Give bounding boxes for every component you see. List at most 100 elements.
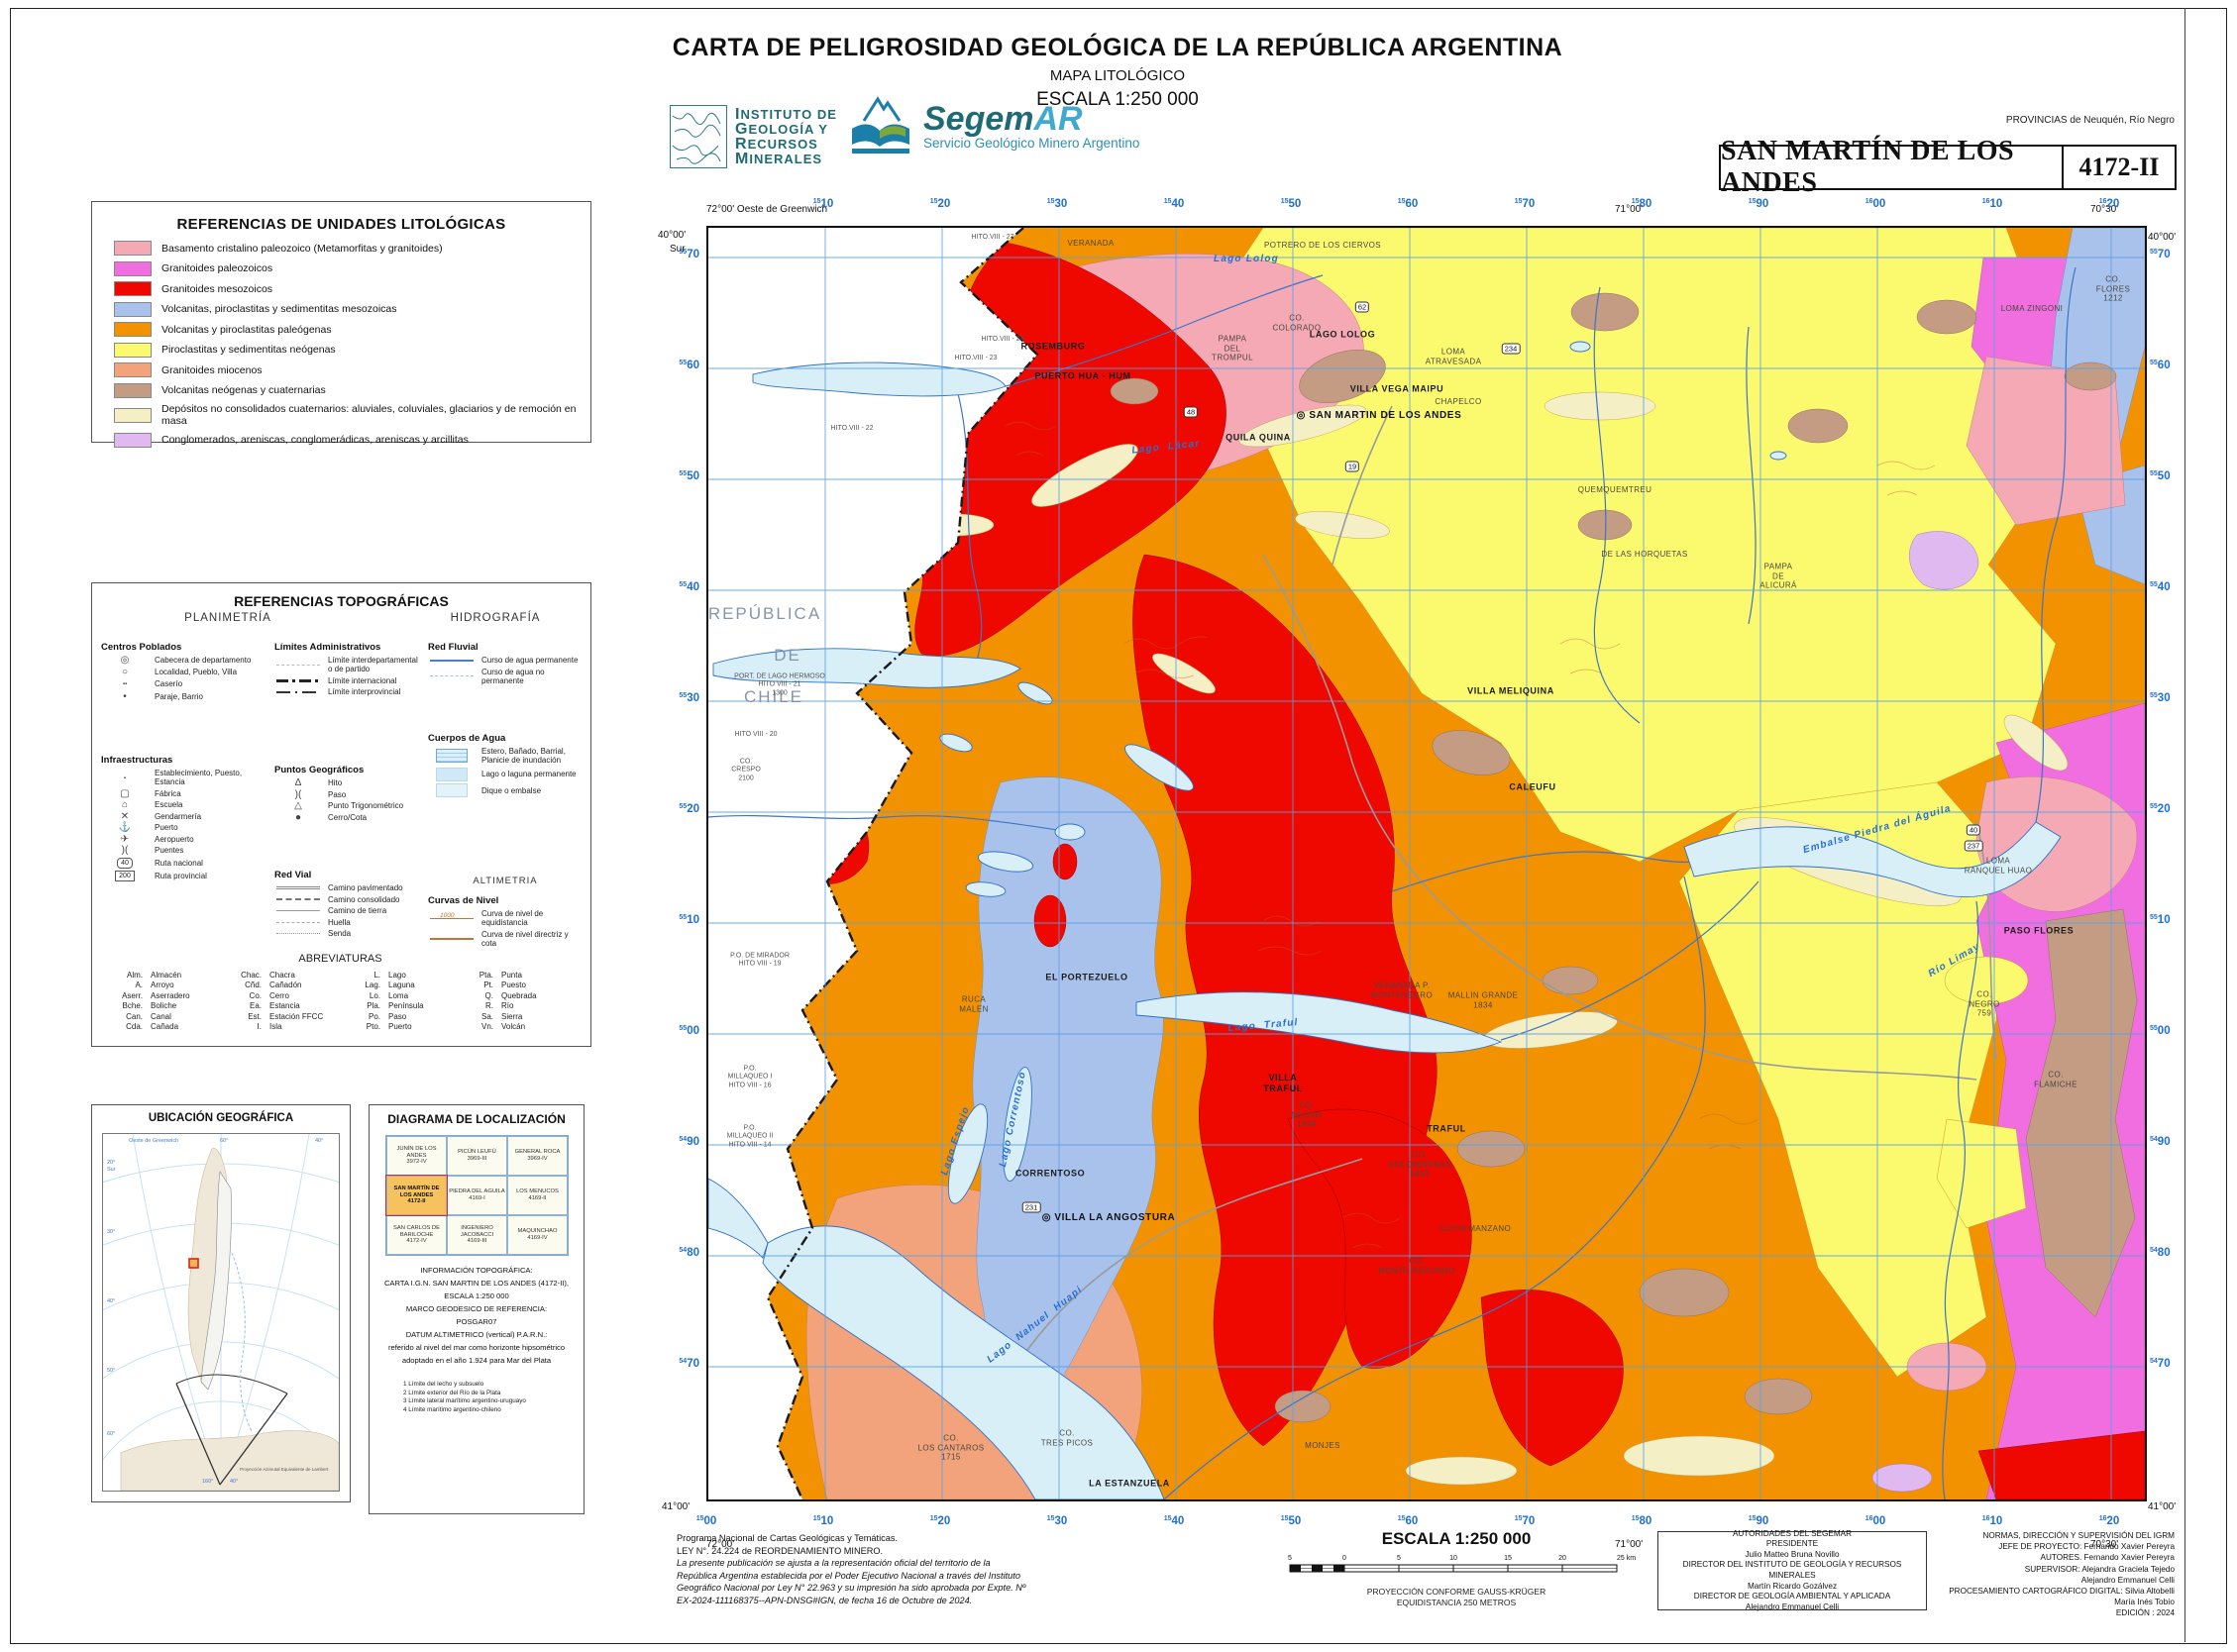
map-label-town: ◎ VILLA LA ANGOSTURA — [1041, 1212, 1176, 1223]
grid-tick-right: 5540 — [2150, 581, 2171, 593]
corner-bottom-left: 41°00' — [662, 1501, 691, 1512]
town-ring-icon: ◎ — [1296, 410, 1310, 421]
abbrev-row: Chac. Chacra — [230, 971, 347, 980]
program-line: Programa Nacional de Cartas Geológicas y… — [677, 1533, 898, 1543]
topo-item-label: Lago o laguna permanente — [481, 770, 577, 778]
abbrev-short: A. — [135, 981, 143, 989]
sheet-cell: LOS MENUCOS 4169-II — [507, 1176, 568, 1215]
footnote-line: 3 Límite lateral marítimo argentino-urug… — [403, 1397, 526, 1404]
grid-tick-top: 1620 — [2098, 198, 2120, 210]
ruta_prov-symbol: 200 — [101, 871, 149, 881]
map-label-water: Lago Nahuel Huapi — [985, 1284, 1085, 1366]
segemar-wordmark: SegemAR — [923, 99, 1083, 138]
abbrev-col-1: Alm. Almacén A. Arroyo Aserr. Aserradero Bche.… — [111, 969, 228, 1033]
map-label-water: Lago Traful — [1226, 1016, 1300, 1035]
grid-tick-left: 5470 — [679, 1358, 699, 1370]
grid-tick-left: 5570 — [679, 249, 699, 260]
abbrev-full: Puesto — [501, 981, 526, 989]
map-label-town: QUILA QUINA — [1225, 432, 1291, 443]
map-label: HITO VIII - 20 — [734, 730, 778, 738]
topo-item-label: Límite interdepartamental o de partido — [328, 656, 418, 673]
abbrev-row: Bche. Boliche — [111, 1001, 228, 1010]
minimap-label: 50° — [107, 1368, 116, 1374]
map-label-town: VILLA VEGA MAIPU — [1349, 383, 1444, 394]
argentina-locator-map: Oeste de Greenwich 60° 40° 20° Sur 30° 40° 50° 6… — [0, 1133, 608, 1652]
abbrev-short: I. — [257, 1022, 262, 1031]
topo-legend-row: Senda — [274, 929, 423, 938]
grid-tick-bottom: 1600 — [1864, 1515, 1886, 1527]
abbrev-short: Aserr. — [122, 990, 143, 1000]
abbrev-row: Sa. Sierra — [462, 1012, 571, 1021]
map-label-water: Lago Lácar — [1130, 438, 1201, 457]
topo-item-label: Ruta nacional — [155, 858, 203, 868]
topo-legend-row: Huella — [274, 918, 423, 927]
topographic-info: INFORMACIÓN TOPOGRÁFICA: CARTA I.G.N. SAN… — [373, 1264, 580, 1367]
litho-swatch — [114, 342, 152, 358]
map-label: LOMA ATRAVESADA — [1425, 347, 1482, 365]
credit-line: NORMAS, DIRECCIÓN Y SUPERVISIÓN DEL IGRM — [1982, 1531, 2175, 1540]
grid-tick-top: 1560 — [1397, 198, 1419, 210]
cabecera-symbol: ◎ — [120, 655, 130, 666]
map-label: QUEMQUEMTREU — [1577, 485, 1652, 495]
svg-text:5: 5 — [1288, 1555, 1292, 1562]
map-label: HITO.VIII - 24 — [981, 335, 1024, 343]
topo-item-label: Fábrica — [155, 788, 181, 798]
topo-item-label: Gendarmería — [155, 811, 202, 821]
abbrev-full: Cerro — [269, 990, 290, 1000]
section-centros-poblados: Centros Poblados ◎ Cabecera de departament… — [101, 642, 267, 703]
lim_int-symbol — [274, 676, 322, 685]
grid-tick-left: 5540 — [679, 581, 699, 593]
topo-legend-row: Camino consolidado — [274, 895, 423, 904]
sheet-index-title: DIAGRAMA DE LOCALIZACIÓN — [387, 1112, 566, 1126]
litho-legend-panel: REFERENCIAS DE UNIDADES LITOLÓGICAS Basa… — [91, 201, 591, 448]
litho-swatch — [114, 301, 152, 317]
topo-legend-row: ◎ Cabecera de departamento — [101, 655, 267, 666]
town-ring-icon: ◎ — [1041, 1212, 1055, 1223]
map-label: PORT. DE LAGO HERMOSO HITO VIII - 21 130… — [734, 672, 825, 697]
map-label: MALLIN GRANDE 1834 — [1447, 990, 1519, 1009]
map-label: VERANADA — [1067, 239, 1115, 249]
topo-section-heading: Puntos Geográficos — [274, 765, 365, 775]
topo-legend-row: Δ Hito — [274, 778, 423, 788]
abbrev-full: Quebrada — [501, 990, 537, 1000]
route-shield: 48 — [1183, 406, 1199, 418]
map-label-town: VILLA MELIQUINA — [1467, 685, 1554, 696]
agua_p-symbol — [428, 656, 476, 665]
topo-item-label: Cabecera de departamento — [155, 656, 252, 665]
topo-legend-row: ○ Localidad, Pueblo, Villa — [101, 667, 267, 676]
topo-section-heading: Red Fluvial — [428, 642, 479, 653]
topo-legend-row: ⌂ Escuela — [101, 800, 267, 810]
grid-tick-left: 5480 — [679, 1247, 699, 1259]
abbrev-short: Vn. — [480, 1022, 493, 1031]
scale-bar: 5 0 5 10 15 20 25 km — [1288, 1555, 1636, 1573]
litho-legend-row: Granitoides miocenos — [114, 362, 590, 377]
grid-tick-right: 5530 — [2150, 692, 2171, 704]
abbrev-row: Pto. Puerto — [349, 1022, 458, 1031]
abbrev-short: L. — [373, 970, 380, 980]
topo-section-heading: Infraestructuras — [101, 755, 173, 766]
abbrev-short: Cñd. — [245, 981, 262, 989]
grid-tick-top: 1510 — [812, 198, 834, 210]
map-label-town: ◎ SAN MARTIN DE LOS ANDES — [1296, 410, 1462, 421]
topo-item-label: Establecimiento, Puesto, Estancia — [155, 769, 243, 786]
litho-swatch — [114, 322, 152, 337]
minimap-projection-note: Proyección Azimutal Equivalente de Lambe… — [240, 1467, 329, 1472]
grid-tick-bottom: 1570 — [1514, 1515, 1536, 1527]
topo-section-heading: Red Vial — [274, 870, 312, 880]
topo-legend-row: Camino de tierra — [274, 906, 423, 915]
map-label: P.O. DE MIRADOR HITO VIII - 19 — [730, 952, 790, 968]
topo-item-label: Dique o embalse — [481, 785, 542, 795]
litho-swatch — [114, 260, 152, 276]
corner-bottom-right: 41°00' — [2148, 1501, 2177, 1512]
map-label: VERANADA P. MONTENEGRO — [1370, 981, 1434, 999]
map-label-town: PASO FLORES — [2003, 925, 2075, 936]
abbrev-short: Pto. — [366, 1022, 380, 1031]
abbrev-full: Paso — [388, 1011, 407, 1021]
abbrev-row: Cñd. Cañadón — [230, 981, 347, 989]
topo-legend-row: Curso de agua no permanente — [428, 668, 583, 685]
litho-legend-row: Volcanitas, piroclastitas y sedimentitas… — [114, 301, 590, 317]
map-label-town: PUERTO HUA - HUM — [1034, 370, 1131, 381]
footnote-line: 1 Límite del lecho y subsuelo — [403, 1381, 484, 1388]
svg-text:15: 15 — [1504, 1555, 1512, 1562]
grid-tick-left: 5520 — [679, 803, 699, 815]
